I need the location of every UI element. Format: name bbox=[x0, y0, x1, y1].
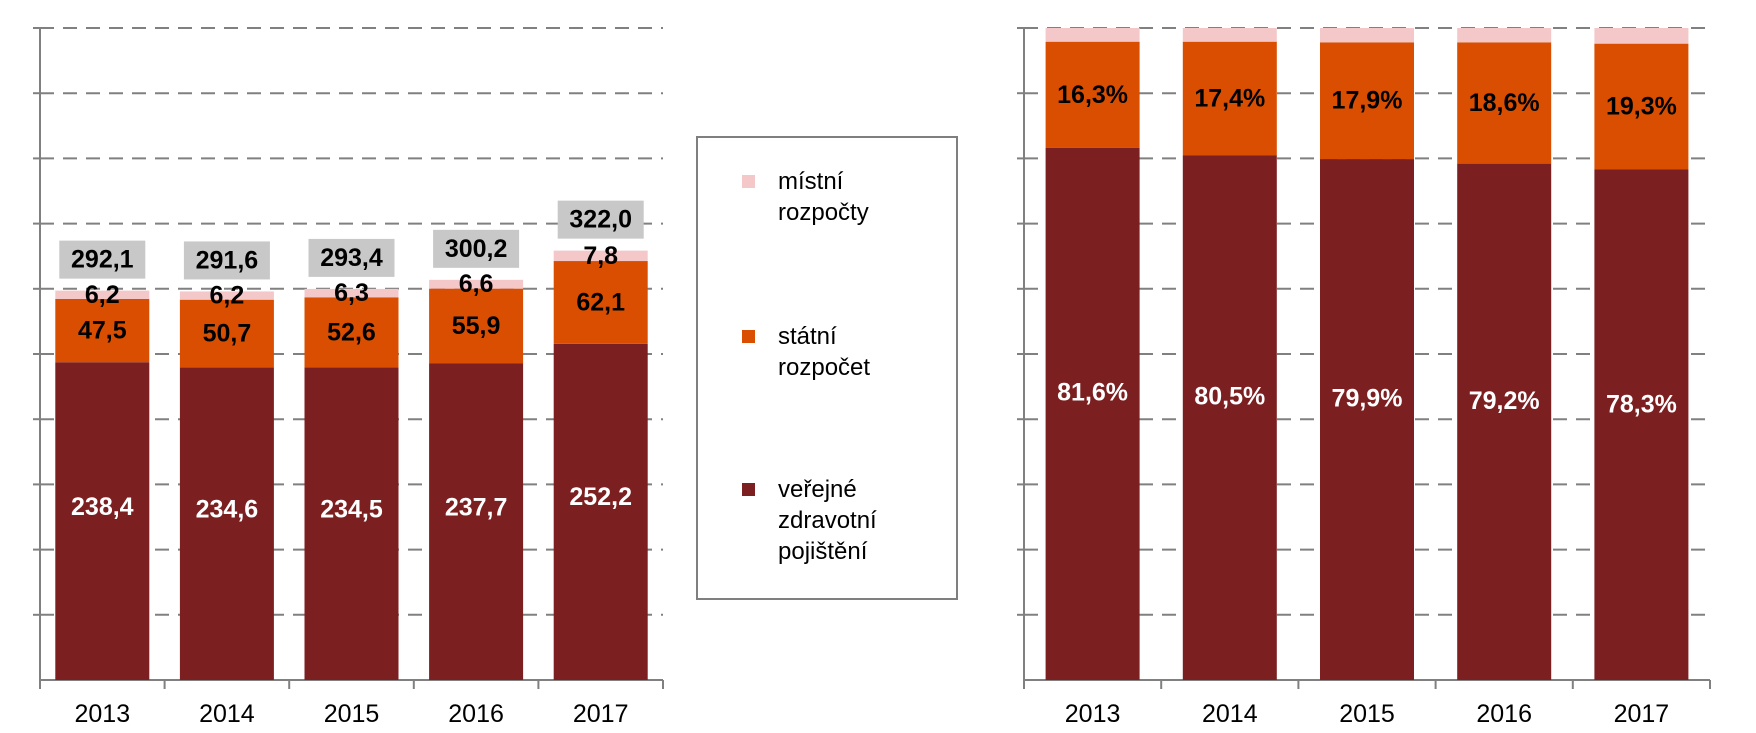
data-label: 6,6 bbox=[459, 270, 494, 298]
bar-segment bbox=[429, 363, 524, 680]
legend-label-line: rozpočet bbox=[778, 354, 871, 381]
bar-segment bbox=[1320, 42, 1414, 160]
data-label: 18,6% bbox=[1469, 89, 1540, 117]
chart-legend: místní rozpočty státní rozpočet veřejné … bbox=[696, 136, 958, 600]
bar-segment bbox=[304, 288, 399, 298]
bar-segment bbox=[553, 250, 648, 262]
total-label: 300,2 bbox=[445, 235, 508, 263]
data-label: 17,9% bbox=[1332, 87, 1403, 115]
data-label: 79,2% bbox=[1469, 387, 1540, 415]
data-label: 238,4 bbox=[71, 493, 134, 521]
x-tick-label: 2015 bbox=[324, 700, 380, 728]
total-label: 322,0 bbox=[569, 206, 632, 234]
data-label: 47,5 bbox=[78, 317, 127, 345]
data-label: 62,1 bbox=[576, 288, 625, 316]
bar-segment bbox=[304, 367, 399, 680]
data-label: 6,3 bbox=[334, 279, 369, 307]
x-tick-label: 2013 bbox=[1065, 700, 1121, 728]
bar-segment bbox=[429, 279, 524, 289]
legend-swatch-local-budgets bbox=[742, 175, 755, 188]
bar-segment bbox=[553, 343, 648, 680]
data-label: 237,7 bbox=[445, 493, 508, 521]
total-label: 291,6 bbox=[196, 246, 259, 274]
data-label: 55,9 bbox=[452, 312, 501, 340]
bar-segment bbox=[179, 299, 274, 368]
data-label: 78,3% bbox=[1606, 390, 1677, 418]
total-box bbox=[433, 229, 520, 268]
bar-segment bbox=[55, 362, 150, 680]
bar-segment bbox=[1045, 28, 1140, 42]
x-tick-label: 2013 bbox=[74, 700, 130, 728]
bar-segment bbox=[179, 367, 274, 680]
data-label: 7,8 bbox=[583, 242, 618, 270]
data-label: 52,6 bbox=[327, 318, 376, 346]
x-tick-label: 2016 bbox=[448, 700, 504, 728]
bar-segment bbox=[1045, 147, 1140, 680]
total-box bbox=[59, 240, 146, 279]
total-box bbox=[183, 241, 270, 280]
x-tick-label: 2017 bbox=[1614, 700, 1670, 728]
bar-segment bbox=[55, 290, 150, 299]
data-label: 19,3% bbox=[1606, 93, 1677, 121]
bar-segment bbox=[1182, 41, 1277, 156]
legend-label-line: státní bbox=[778, 323, 837, 350]
bar-segment bbox=[179, 291, 274, 300]
bar-segment bbox=[304, 297, 399, 368]
legend-swatch-health-insurance bbox=[742, 483, 755, 496]
data-label: 234,6 bbox=[196, 496, 259, 524]
data-label: 6,2 bbox=[85, 281, 120, 309]
bar-segment bbox=[1320, 28, 1414, 43]
bar-segment bbox=[1594, 169, 1689, 680]
x-tick-label: 2015 bbox=[1339, 700, 1395, 728]
legend-label-line: veřejné bbox=[778, 476, 857, 503]
data-label: 16,3% bbox=[1057, 81, 1128, 109]
bar-segment bbox=[1045, 41, 1140, 148]
x-tick-label: 2014 bbox=[1202, 700, 1258, 728]
bar-segment bbox=[1457, 163, 1552, 681]
bar-segment bbox=[1594, 43, 1689, 170]
data-label: 234,5 bbox=[320, 496, 383, 524]
data-label: 79,9% bbox=[1332, 385, 1403, 413]
legend-label-line: místní bbox=[778, 168, 844, 195]
legend-label-line: zdravotní bbox=[778, 507, 877, 534]
legend-label-line: rozpočty bbox=[778, 199, 869, 226]
data-label: 50,7 bbox=[203, 319, 252, 347]
x-tick-label: 2017 bbox=[573, 700, 629, 728]
bar-segment bbox=[1457, 28, 1552, 43]
bar-segment bbox=[1182, 28, 1277, 42]
x-tick-label: 2014 bbox=[199, 700, 255, 728]
bar-segment bbox=[1594, 28, 1689, 44]
total-box bbox=[308, 238, 395, 277]
data-label: 81,6% bbox=[1057, 379, 1128, 407]
data-label: 6,2 bbox=[210, 282, 245, 310]
bar-segment bbox=[55, 298, 150, 363]
total-label: 293,4 bbox=[320, 244, 383, 272]
bar-segment bbox=[429, 288, 524, 364]
total-label: 292,1 bbox=[71, 246, 134, 274]
legend-label-line: pojištění bbox=[778, 538, 868, 565]
total-box bbox=[557, 200, 644, 239]
data-label: 17,4% bbox=[1194, 84, 1265, 112]
bar-segment bbox=[1182, 155, 1277, 680]
x-tick-label: 2016 bbox=[1476, 700, 1532, 728]
legend-swatch-state-budget bbox=[742, 330, 755, 343]
data-label: 80,5% bbox=[1194, 383, 1265, 411]
bar-segment bbox=[553, 261, 648, 344]
bar-segment bbox=[1457, 42, 1552, 164]
data-label: 252,2 bbox=[569, 483, 632, 511]
bar-segment bbox=[1320, 159, 1414, 680]
